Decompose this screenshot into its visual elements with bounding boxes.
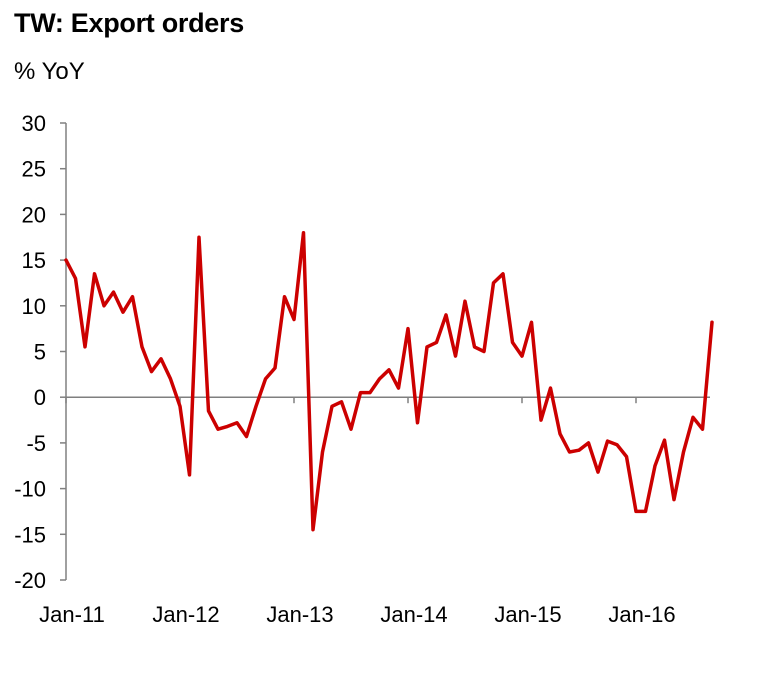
data-point	[445, 313, 448, 316]
data-point	[416, 421, 419, 424]
data-point	[331, 405, 334, 408]
data-point	[625, 455, 628, 458]
data-point	[654, 464, 657, 467]
data-point	[312, 528, 315, 531]
y-axis-unit-label: % YoY	[14, 58, 85, 85]
data-point	[530, 321, 533, 324]
data-point	[74, 277, 77, 280]
data-point	[321, 451, 324, 454]
data-point	[644, 510, 647, 513]
data-point	[141, 345, 144, 348]
data-point	[65, 259, 68, 262]
x-tick-label: Jan-12	[152, 602, 219, 627]
x-tick-label: Jan-14	[380, 602, 447, 627]
y-tick-label: 15	[22, 248, 46, 273]
data-point	[236, 421, 239, 424]
y-tick-label: 5	[34, 340, 46, 365]
data-point	[274, 367, 277, 370]
data-point	[568, 451, 571, 454]
y-tick-label: -20	[14, 568, 46, 593]
chart-title: TW: Export orders	[14, 8, 244, 38]
data-point	[473, 345, 476, 348]
data-point	[350, 428, 353, 431]
data-point	[188, 473, 191, 476]
data-point	[160, 357, 163, 360]
data-point	[397, 387, 400, 390]
data-point	[369, 391, 372, 394]
data-point	[692, 416, 695, 419]
data-point	[131, 295, 134, 298]
data-point	[635, 510, 638, 513]
data-point	[245, 435, 248, 438]
series-line	[64, 230, 714, 532]
x-tick-label: Jan-15	[494, 602, 561, 627]
data-point	[701, 428, 704, 431]
data-point	[302, 231, 305, 234]
data-point	[511, 341, 514, 344]
data-point	[454, 355, 457, 358]
y-tick-label: 0	[34, 385, 46, 410]
data-point	[616, 443, 619, 446]
data-point	[540, 419, 543, 422]
data-point	[103, 304, 106, 307]
data-point	[217, 428, 220, 431]
data-point	[502, 272, 505, 275]
data-point	[435, 341, 438, 344]
data-point	[682, 451, 685, 454]
data-point	[464, 300, 467, 303]
data-point	[597, 471, 600, 474]
data-point	[293, 318, 296, 321]
y-tick-label: -5	[26, 431, 46, 456]
x-tick-label: Jan-13	[266, 602, 333, 627]
y-tick-label: 20	[22, 202, 46, 227]
data-point	[521, 355, 524, 358]
y-tick-label: 30	[22, 111, 46, 136]
data-point	[198, 236, 201, 239]
data-point	[150, 370, 153, 373]
y-tick-label: -10	[14, 477, 46, 502]
data-point	[492, 281, 495, 284]
data-point	[483, 350, 486, 353]
data-point	[93, 272, 96, 275]
data-point	[264, 377, 267, 380]
data-point	[169, 377, 172, 380]
data-point	[388, 368, 391, 371]
data-point	[711, 321, 714, 324]
data-point	[378, 377, 381, 380]
x-tick-label: Jan-16	[608, 602, 675, 627]
data-point	[179, 405, 182, 408]
data-point	[578, 449, 581, 452]
data-point	[84, 345, 87, 348]
data-point	[283, 295, 286, 298]
y-tick-label: 25	[22, 157, 46, 182]
data-point	[122, 311, 125, 314]
data-point	[587, 441, 590, 444]
data-point	[226, 425, 229, 428]
data-point	[207, 409, 210, 412]
data-point	[663, 439, 666, 442]
data-point	[359, 391, 362, 394]
x-tick-label: Jan-11	[39, 602, 105, 627]
y-tick-label: -15	[14, 522, 46, 547]
y-tick-label: 10	[22, 294, 46, 319]
data-point	[255, 405, 258, 408]
data-point	[426, 345, 429, 348]
data-point	[407, 327, 410, 330]
data-point	[606, 440, 609, 443]
data-point	[673, 498, 676, 501]
data-point	[340, 400, 343, 403]
data-point	[112, 291, 115, 294]
data-point	[549, 387, 552, 390]
data-point	[559, 432, 562, 435]
